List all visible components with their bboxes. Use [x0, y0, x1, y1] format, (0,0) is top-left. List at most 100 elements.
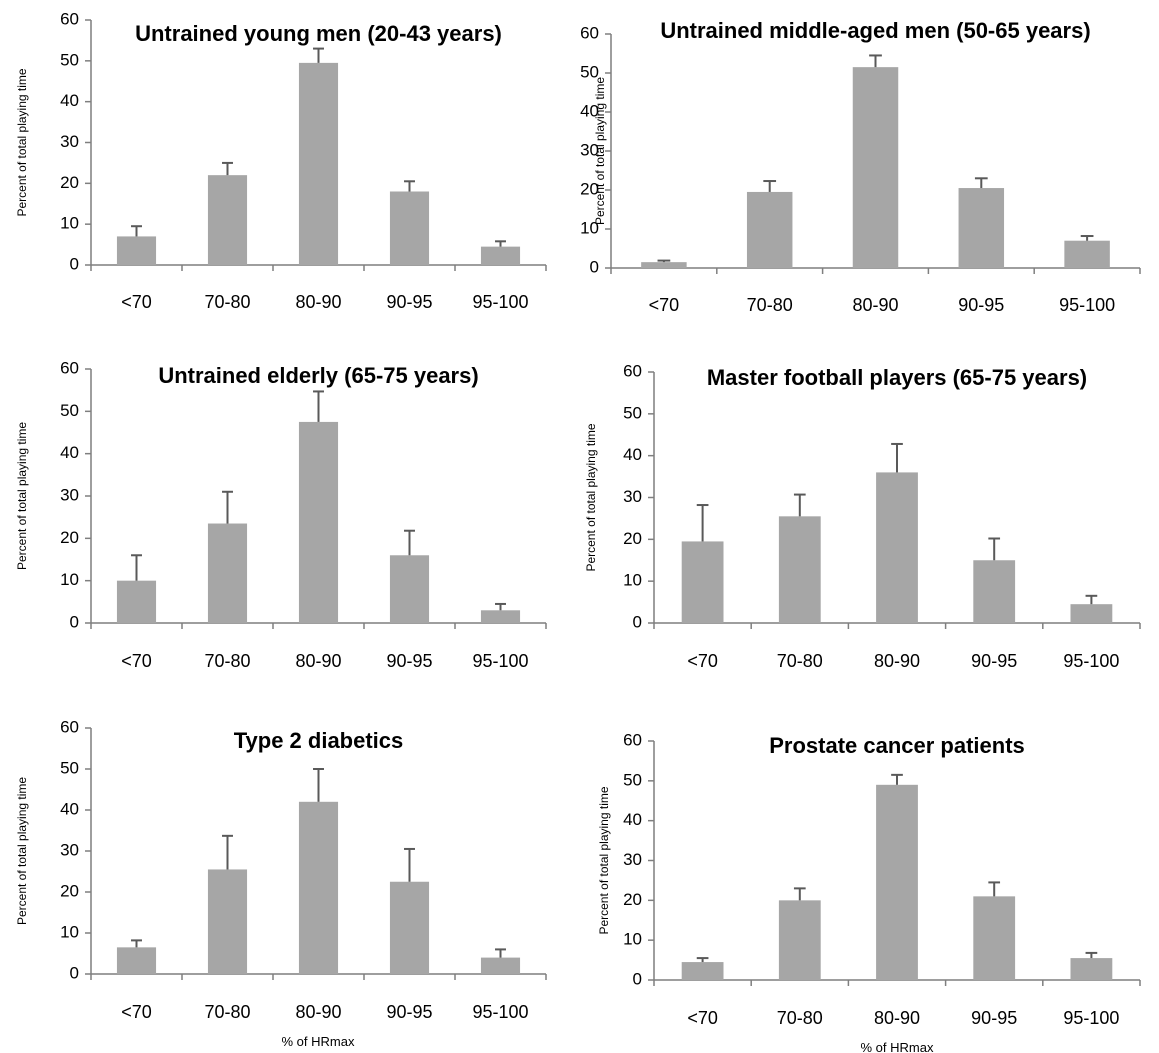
y-tick-label: 40	[623, 810, 642, 829]
y-tick-label: 60	[623, 361, 642, 380]
x-tick-label: 70-80	[777, 1008, 823, 1028]
y-axis-label: Percent of total playing time	[15, 422, 29, 570]
y-tick-label: 20	[60, 528, 79, 547]
y-tick-label: 20	[623, 890, 642, 909]
chart-title: Untrained elderly (65-75 years)	[158, 363, 478, 388]
y-tick-label: 50	[60, 758, 79, 777]
y-tick-label: 50	[60, 401, 79, 420]
bar	[681, 541, 724, 623]
y-axis-label: Percent of total playing time	[593, 77, 607, 225]
bar	[207, 523, 248, 623]
bar	[298, 421, 339, 623]
bar	[973, 560, 1016, 623]
bar	[958, 188, 1005, 268]
chart-title: Prostate cancer patients	[769, 733, 1025, 758]
bar	[1064, 240, 1110, 268]
y-tick-label: 10	[580, 218, 599, 237]
bar	[389, 881, 430, 974]
y-tick-label: 0	[70, 254, 79, 273]
y-tick-label: 10	[60, 570, 79, 589]
bar	[852, 67, 899, 269]
y-axis-label: Percent of total playing time	[597, 786, 611, 934]
y-tick-label: 20	[60, 881, 79, 900]
chart-panel-1: Untrained young men (20-43 years) 0 10 20 30…	[15, 9, 547, 312]
x-tick-label: 90-95	[386, 292, 432, 312]
x-tick-label: 80-90	[295, 1002, 341, 1022]
x-tick-label: 90-95	[971, 651, 1017, 671]
bar	[207, 175, 248, 265]
x-tick-label: 90-95	[386, 651, 432, 671]
x-axis-label: % of HRmax	[282, 1034, 355, 1049]
x-tick-label: 70-80	[747, 295, 793, 315]
bar	[298, 62, 339, 265]
bar	[1070, 958, 1113, 980]
y-tick-label: 0	[633, 969, 642, 988]
x-tick-label: 80-90	[295, 651, 341, 671]
x-tick-label: 95-100	[1063, 651, 1119, 671]
x-tick-label: <70	[687, 1008, 718, 1028]
bar	[480, 610, 521, 623]
y-tick-label: 0	[70, 963, 79, 982]
chart-panel-4: Master football players (65-75 years) 0 10…	[584, 361, 1141, 671]
y-tick-label: 0	[633, 612, 642, 631]
bar	[298, 801, 339, 974]
y-tick-label: 40	[60, 799, 79, 818]
y-tick-label: 30	[60, 840, 79, 859]
x-tick-label: 95-100	[472, 651, 528, 671]
y-tick-label: 40	[623, 445, 642, 464]
y-axis-label: Percent of total playing time	[584, 423, 598, 571]
x-tick-label: <70	[649, 295, 680, 315]
bar	[778, 900, 821, 980]
y-tick-label: 30	[580, 140, 599, 159]
y-tick-label: 60	[60, 358, 79, 377]
y-tick-label: 30	[60, 132, 79, 151]
y-axis-label: Percent of total playing time	[15, 68, 29, 216]
y-tick-label: 60	[60, 717, 79, 736]
bar	[681, 962, 724, 980]
bar	[641, 262, 687, 268]
y-tick-label: 20	[60, 173, 79, 192]
x-tick-label: 95-100	[472, 292, 528, 312]
bar	[116, 580, 157, 623]
chart-title: Untrained young men (20-43 years)	[135, 21, 502, 46]
x-tick-label: 70-80	[777, 651, 823, 671]
bar	[116, 236, 157, 265]
y-tick-label: 0	[70, 612, 79, 631]
bar	[480, 246, 521, 265]
y-tick-label: 50	[580, 62, 599, 81]
chart-panel-6: Prostate cancer patients 0 10 20 30 40 50 60 <70…	[597, 730, 1141, 1028]
bar	[876, 784, 918, 980]
x-tick-label: 95-100	[472, 1002, 528, 1022]
x-tick-label: 95-100	[1063, 1008, 1119, 1028]
x-tick-label: 70-80	[204, 1002, 250, 1022]
bar	[116, 947, 157, 974]
x-tick-label: 80-90	[874, 651, 920, 671]
chart-panel-2: Untrained middle-aged men (50-65 years) 0…	[580, 18, 1141, 315]
chart-panel-3: Untrained elderly (65-75 years) 0 10 20 30 40…	[15, 358, 547, 671]
bar	[876, 472, 918, 623]
bar	[746, 191, 793, 268]
y-tick-label: 10	[60, 922, 79, 941]
x-axis-label: % of HRmax	[861, 1040, 934, 1053]
x-tick-label: 80-90	[852, 295, 898, 315]
y-tick-label: 40	[60, 443, 79, 462]
x-tick-label: <70	[121, 1002, 152, 1022]
bar	[389, 555, 430, 623]
y-tick-label: 50	[623, 403, 642, 422]
y-tick-label: 10	[623, 930, 642, 949]
x-tick-label: 70-80	[204, 651, 250, 671]
x-tick-label: <70	[121, 651, 152, 671]
x-tick-label: <70	[687, 651, 718, 671]
x-tick-label: 90-95	[386, 1002, 432, 1022]
y-tick-label: 0	[590, 257, 599, 276]
x-tick-label: 80-90	[874, 1008, 920, 1028]
y-tick-label: 60	[623, 730, 642, 749]
y-tick-label: 20	[580, 179, 599, 198]
bar	[973, 896, 1016, 980]
bar	[1070, 604, 1113, 623]
chart-title: Type 2 diabetics	[234, 728, 404, 753]
y-tick-label: 50	[60, 50, 79, 69]
y-tick-label: 40	[580, 101, 599, 120]
bar	[480, 957, 521, 974]
